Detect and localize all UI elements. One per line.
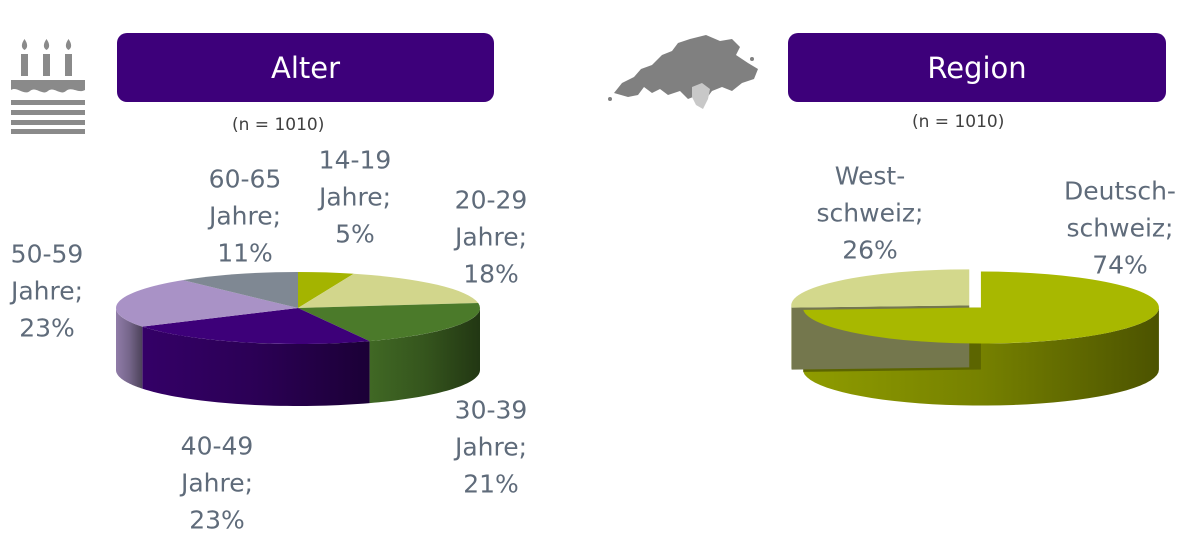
region-slice-label-1: West-schweiz; 26% bbox=[817, 158, 924, 269]
age-slice-side-2 bbox=[369, 308, 480, 404]
age-slice-label-line: 18% bbox=[463, 259, 519, 289]
age-slice-5 bbox=[182, 272, 298, 308]
age-slice-label-line: 14-19 bbox=[318, 145, 392, 175]
region-pie-chart bbox=[791, 269, 1159, 406]
age-slice-label-line: Jahre; bbox=[454, 222, 528, 252]
age-slice-label-0: 14-19 Jahre; 5% bbox=[319, 142, 392, 253]
switzerland-map-icon bbox=[608, 25, 763, 125]
region-slice-label-line: Deutsch- bbox=[1064, 176, 1176, 206]
age-slice-label-line: Jahre; bbox=[454, 432, 528, 462]
age-slice-label-line: 23% bbox=[189, 505, 245, 535]
age-slice-label-line: 21% bbox=[463, 469, 519, 499]
age-slice-label-line: Jahre; bbox=[10, 276, 84, 306]
age-slice-side-3 bbox=[142, 326, 370, 406]
age-slice-label-line: 50-59 bbox=[10, 239, 84, 269]
age-slice-4 bbox=[115, 280, 298, 327]
age-slice-label-line: 5% bbox=[335, 219, 375, 249]
age-slice-label-line: 23% bbox=[19, 313, 75, 343]
age-slice-3 bbox=[142, 308, 370, 344]
region-slice-label-line: schweiz; bbox=[1066, 213, 1174, 243]
region-sample-size: (n = 1010) bbox=[912, 112, 1005, 132]
age-slice-label-line: 11% bbox=[217, 238, 273, 268]
age-slice-label-1: 20-29 Jahre; 18% bbox=[455, 182, 528, 293]
age-slice-0 bbox=[298, 272, 354, 308]
age-slice-label-3: 40-49 Jahre; 23% bbox=[181, 428, 254, 539]
age-slice-1 bbox=[298, 273, 479, 308]
region-slice-label-line: schweiz; bbox=[816, 198, 924, 228]
age-slice-label-5: 60-65 Jahre; 11% bbox=[209, 161, 282, 272]
age-slice-label-line: Jahre; bbox=[180, 468, 254, 498]
age-slice-side-4 bbox=[116, 308, 143, 389]
region-slice-side-0 bbox=[803, 307, 1159, 406]
region-chart-title: Region bbox=[788, 33, 1166, 102]
region-slice-label-line: West- bbox=[834, 161, 906, 191]
region-slice-label-line: 74% bbox=[1092, 250, 1148, 280]
age-slice-label-line: Jahre; bbox=[318, 182, 392, 212]
age-chart-title: Alter bbox=[117, 33, 494, 102]
region-slice-1 bbox=[791, 269, 970, 308]
age-slice-label-line: Jahre; bbox=[208, 201, 282, 231]
region-chart-panel: Region (n = 1010) Deutsch-schweiz; 74% Wes… bbox=[600, 0, 1200, 540]
region-slice-0 bbox=[803, 271, 1159, 344]
age-slice-label-4: 50-59 Jahre; 23% bbox=[11, 236, 84, 347]
region-slice-label-line: 26% bbox=[842, 235, 898, 265]
age-slice-label-line: 20-29 bbox=[454, 185, 528, 215]
birthday-cake-icon bbox=[8, 34, 88, 134]
age-slice-label-line: 40-49 bbox=[180, 431, 254, 461]
age-slice-2 bbox=[298, 302, 480, 342]
age-pie-chart bbox=[115, 272, 480, 406]
region-slice-label-0: Deutsch-schweiz; 74% bbox=[1064, 173, 1176, 284]
age-slice-label-line: 60-65 bbox=[208, 164, 282, 194]
age-chart-panel: Alter (n = 1010) 14-19 Jahre; 5% 20-29 Jahre… bbox=[8, 33, 528, 539]
age-slice-label-2: 30-39 Jahre; 21% bbox=[455, 392, 528, 503]
age-sample-size: (n = 1010) bbox=[232, 115, 325, 135]
age-slice-label-line: 30-39 bbox=[454, 395, 528, 425]
